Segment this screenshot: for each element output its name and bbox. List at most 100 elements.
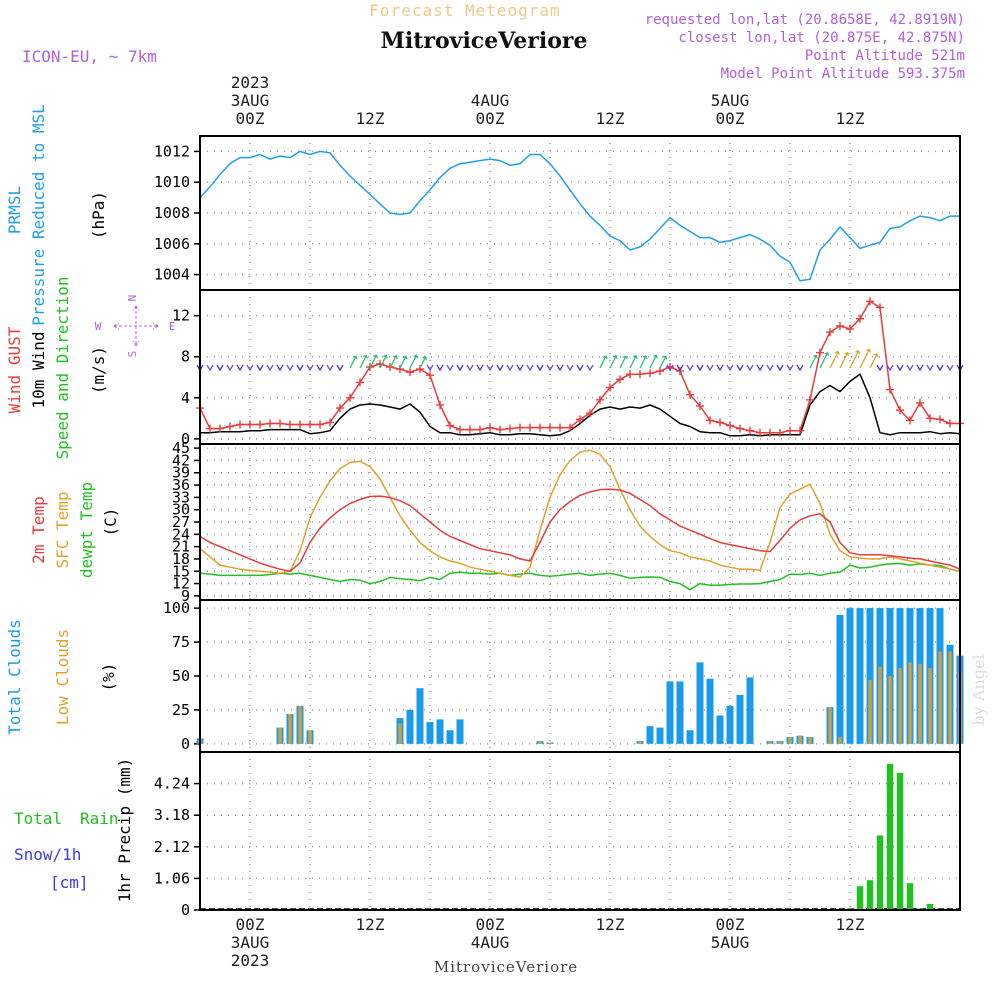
gust-marker: [356, 378, 364, 387]
y-tick-label: 39: [172, 464, 190, 482]
gust-marker: [306, 420, 314, 429]
gust-marker: [536, 423, 544, 432]
wind-arrow: [266, 364, 274, 372]
wind-arrow: [526, 364, 534, 372]
time-label-bottom: 5AUG: [711, 933, 750, 952]
total-cloud-bar: [436, 719, 444, 744]
gust-marker: [516, 423, 524, 432]
low-cloud-bar: [908, 662, 912, 744]
wind-arrow: [716, 364, 724, 372]
y-tick-label: 1004: [154, 266, 190, 284]
total-cloud-bar: [846, 608, 854, 744]
gust-marker: [446, 421, 454, 430]
y-tick-label: 30: [172, 501, 190, 519]
total-cloud-bar: [426, 722, 434, 744]
axis-label: (hPa): [89, 191, 108, 239]
panel-precip: 0 1.06 2.12 3.18 4.24 1hr Precip (mm) Total Rai…: [14, 752, 960, 919]
gust-marker: [916, 398, 924, 407]
wind-arrow: [306, 364, 314, 372]
wind-arrow: [839, 352, 850, 369]
low-cloud-bar: [548, 742, 552, 744]
wind-arrow: [869, 353, 879, 369]
gust-marker: [636, 370, 644, 379]
wind-arrow: [586, 364, 594, 372]
gust-marker: [416, 365, 424, 374]
wind-arrow: [776, 364, 784, 372]
low-cloud-bar: [298, 705, 302, 744]
time-label-bottom: 12Z: [596, 915, 625, 934]
gust-marker: [626, 370, 634, 379]
time-label-bottom: 3AUG: [231, 933, 270, 952]
wind-arrow: [756, 364, 764, 372]
time-label-top: 5AUG: [711, 91, 750, 110]
wind-arrow: [896, 364, 904, 372]
total-cloud-bar: [726, 705, 734, 744]
model-point-altitude: Model Point Altitude 593.375m: [721, 66, 965, 82]
gust-marker: [466, 425, 474, 434]
gust-marker: [546, 423, 554, 432]
gust-marker: [726, 421, 734, 430]
axis-label: Low Clouds: [53, 629, 72, 725]
y-tick-label: 3.18: [154, 806, 190, 824]
gust-marker: [426, 371, 434, 380]
gust-marker: [406, 368, 414, 377]
low-cloud-bar: [898, 667, 902, 744]
legend-total: Total: [14, 809, 62, 828]
gust-marker: [866, 297, 874, 306]
axis-label: Wind GUST: [5, 326, 24, 413]
axis-label: Speed and Direction: [53, 276, 72, 459]
requested-coords: requested lon,lat (20.8658E, 42.8919N): [645, 12, 965, 28]
rain-bar: [906, 883, 914, 910]
time-label-bottom: 2023: [231, 951, 270, 970]
gust-marker: [586, 409, 594, 418]
total-cloud-bar: [656, 727, 664, 744]
wind-arrow: [286, 364, 294, 372]
time-label-top: 12Z: [596, 109, 625, 128]
y-tick-label: 12: [172, 575, 190, 593]
model-label: ICON-EU, ~ 7km: [22, 47, 157, 66]
watermark: by Angel: [969, 654, 988, 725]
legend-snow: Snow/1h: [14, 845, 81, 864]
axis-label: 2m Temp: [29, 496, 48, 563]
total-cloud-bar: [696, 662, 704, 744]
axis-label: 1hr Precip (mm): [115, 758, 134, 903]
y-tick-label: 75: [172, 633, 190, 651]
gust-marker: [256, 420, 264, 429]
gust-marker: [246, 420, 254, 429]
gust-marker: [716, 418, 724, 427]
wind-arrow: [706, 364, 714, 372]
y-tick-label: 21: [172, 538, 190, 556]
wind-arrow: [446, 364, 454, 372]
gust-marker: [236, 420, 244, 429]
time-label-top: 00Z: [236, 109, 265, 128]
panel-pressure: 1004 1006 1008 1010 1012 PRMSL Pressure Reduce…: [5, 104, 960, 326]
gust-marker: [206, 424, 214, 433]
gust-marker: [736, 424, 744, 433]
gust-marker: [596, 395, 604, 404]
wind-arrow: [236, 364, 244, 372]
gust-marker: [836, 321, 844, 330]
y-tick-label: 100: [163, 599, 190, 617]
time-label-top: 12Z: [836, 109, 865, 128]
wind-arrow: [639, 355, 648, 369]
gust-marker: [316, 420, 324, 429]
compass-north: N: [126, 295, 139, 302]
total-cloud-bar: [446, 730, 454, 744]
low-cloud-bar: [538, 741, 542, 744]
rain-bar: [926, 904, 934, 910]
time-label-bottom: 00Z: [236, 915, 265, 934]
low-cloud-bar: [948, 651, 952, 744]
gust-marker: [496, 425, 504, 434]
wind-arrow: [506, 364, 514, 372]
y-tick-label: 15: [172, 562, 190, 580]
gust-marker: [646, 369, 654, 378]
gust-marker: [906, 416, 914, 425]
total-cloud-bar: [646, 726, 654, 744]
y-tick-label: 4.24: [154, 775, 190, 793]
low-cloud-bar: [888, 676, 892, 744]
y-tick-label: 1012: [154, 142, 190, 160]
low-cloud-bar: [788, 737, 792, 744]
low-cloud-bar: [278, 727, 282, 744]
y-tick-label: 50: [172, 667, 190, 685]
